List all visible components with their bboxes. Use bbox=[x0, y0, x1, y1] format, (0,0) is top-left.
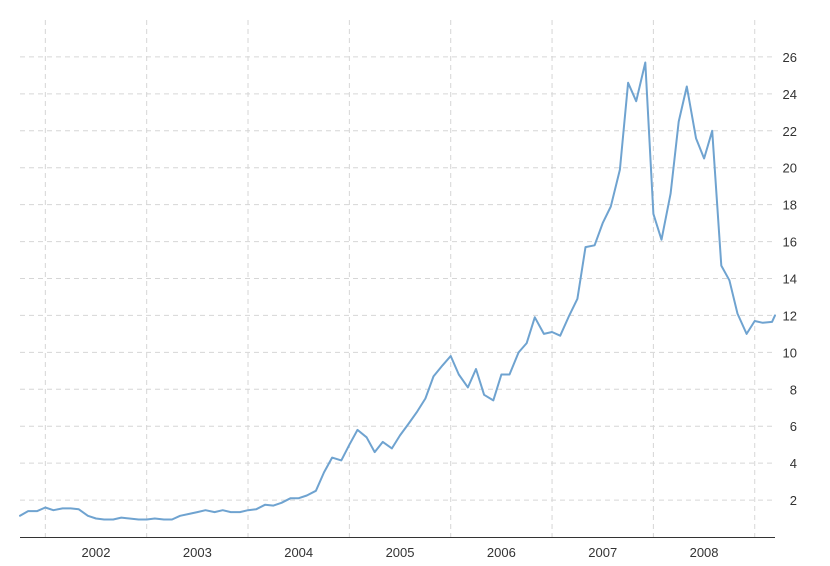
y-tick-label: 24 bbox=[783, 87, 797, 102]
y-tick-label: 18 bbox=[783, 198, 797, 213]
y-tick-label: 26 bbox=[783, 50, 797, 65]
series-line bbox=[19, 61, 776, 521]
x-tick-label: 2002 bbox=[82, 545, 111, 560]
y-tick-label: 6 bbox=[790, 419, 797, 434]
y-tick-label: 2 bbox=[790, 493, 797, 508]
x-tick-labels: 2002 2003 2004 2005 2006 2007 2008 bbox=[82, 545, 719, 560]
y-tick-label: 16 bbox=[783, 235, 797, 250]
series-group bbox=[19, 61, 776, 521]
y-tick-label: 14 bbox=[783, 272, 797, 287]
x-tick-label: 2005 bbox=[386, 545, 415, 560]
y-gridlines bbox=[20, 56, 775, 501]
y-tick-label: 12 bbox=[783, 308, 797, 323]
x-tick-label: 2008 bbox=[690, 545, 719, 560]
y-tick-label: 10 bbox=[783, 345, 797, 360]
x-tick-label: 2003 bbox=[183, 545, 212, 560]
x-tick-label: 2006 bbox=[487, 545, 516, 560]
x-tick-label: 2004 bbox=[284, 545, 313, 560]
y-tick-label: 8 bbox=[790, 382, 797, 397]
x-tick-label: 2007 bbox=[588, 545, 617, 560]
y-tick-label: 20 bbox=[783, 161, 797, 176]
y-tick-label: 22 bbox=[783, 124, 797, 139]
y-tick-label: 4 bbox=[790, 456, 797, 471]
